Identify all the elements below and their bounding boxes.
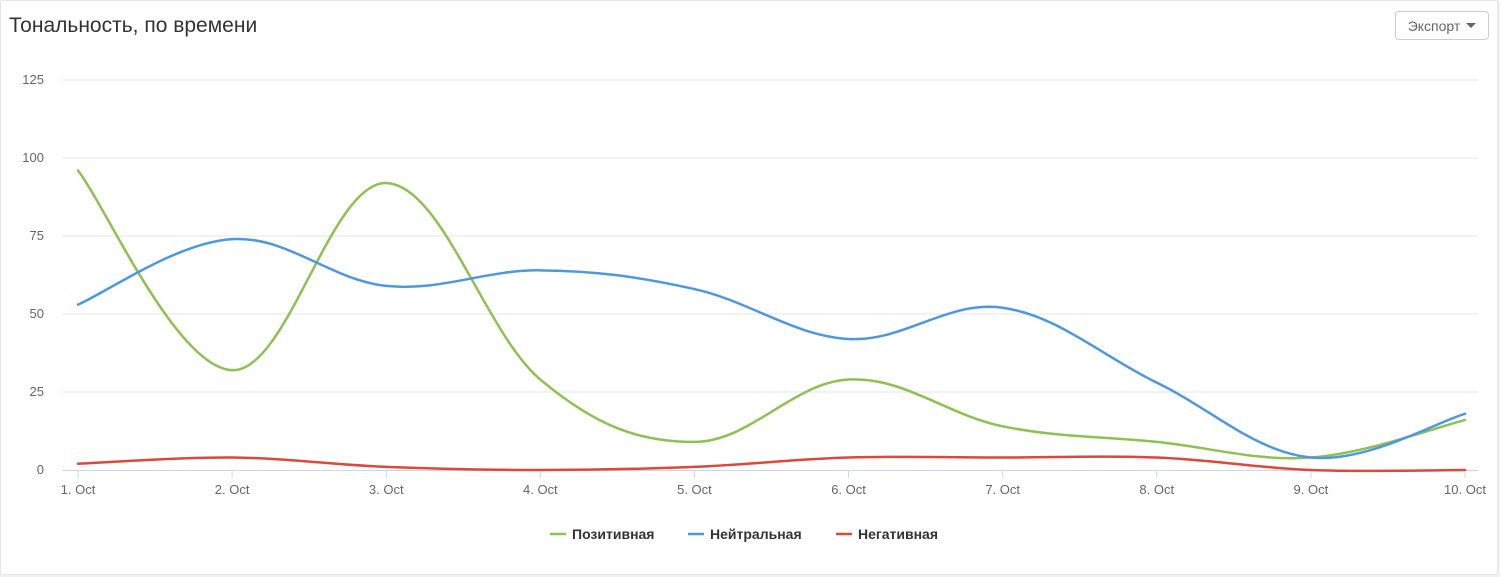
y-axis: 0 25 50 75 100 125 [22,72,44,477]
x-tick-label: 6. Oct [831,482,866,497]
x-tick-label: 5. Oct [677,482,712,497]
x-tick-label: 1. Oct [61,482,96,497]
y-tick-label: 25 [30,384,44,399]
x-tick-label: 10. Oct [1444,482,1486,497]
chart-title: Тональность, по времени [9,14,258,37]
x-tick-label: 9. Oct [1294,482,1329,497]
y-tick-label: 50 [30,306,44,321]
x-tick-label: 3. Oct [369,482,404,497]
y-tick-label: 75 [30,228,44,243]
x-tick-label: 8. Oct [1139,482,1174,497]
legend-label: Негативная [858,526,938,542]
export-button[interactable]: Экспорт [1395,11,1489,40]
export-button-label: Экспорт [1407,17,1461,34]
x-axis: 1. Oct 2. Oct 3. Oct 4. Oct 5. Oct 6. Oct 7. O… [61,470,1486,497]
series-group [76,169,1467,473]
y-tick-label: 125 [22,72,44,87]
series-line-3[interactable] [76,455,1467,473]
x-tick-label: 2. Oct [215,482,250,497]
legend-item-3[interactable]: Негативная [836,526,938,542]
legend-item-1[interactable]: Позитивная [550,526,654,542]
legend-label: Позитивная [572,526,654,542]
x-tick-label: 4. Oct [523,482,558,497]
grid-lines [62,79,1478,393]
legend: Позитивная Нейтральная Негативная [550,526,938,542]
series-line-1[interactable] [76,169,1467,460]
legend-label: Нейтральная [710,526,802,542]
series-line-2[interactable] [76,237,1467,460]
caret-down-icon [1466,23,1477,28]
legend-item-2[interactable]: Нейтральная [688,526,802,542]
y-tick-label: 0 [37,462,44,477]
y-tick-label: 100 [22,150,44,165]
x-tick-label: 7. Oct [985,482,1020,497]
